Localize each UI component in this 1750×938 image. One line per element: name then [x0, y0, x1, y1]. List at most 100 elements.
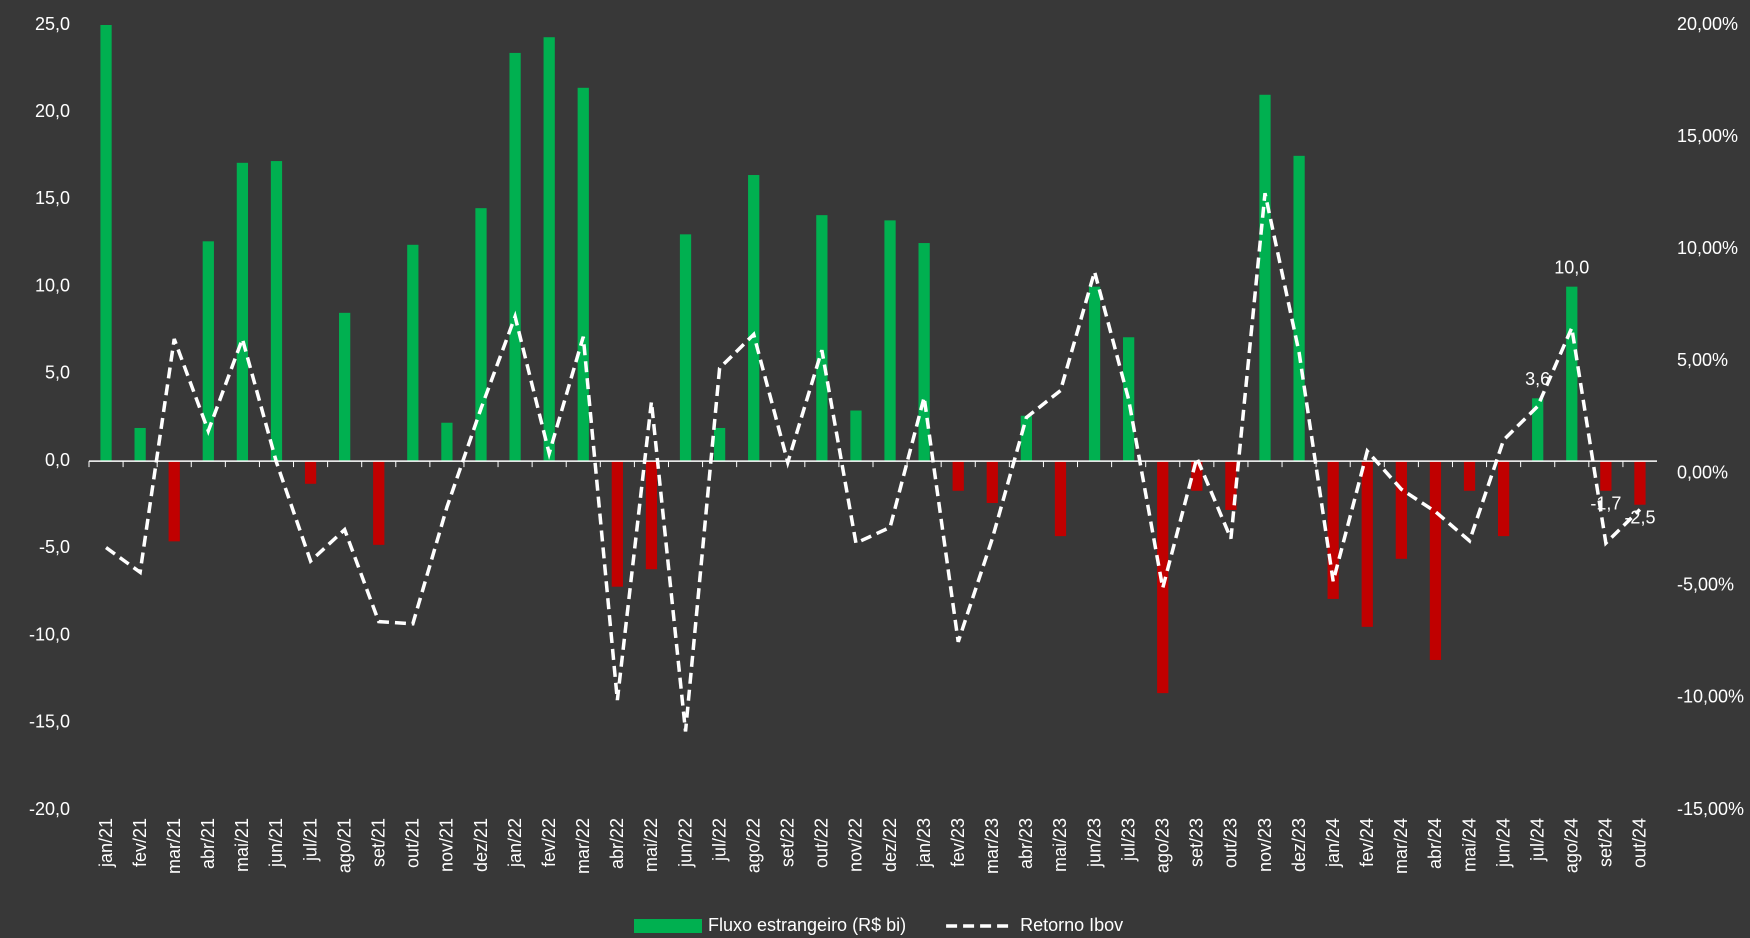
x-tick-label: ago/22: [743, 818, 763, 873]
x-tick-label: mai/21: [232, 818, 252, 872]
y-tick-label: 5,0: [45, 363, 70, 383]
bar: [100, 25, 112, 462]
y2-tick-label: 15,00%: [1677, 126, 1738, 146]
x-tick-label: jun/23: [1084, 818, 1104, 868]
bar: [339, 312, 351, 462]
bar: [952, 461, 964, 491]
x-tick-label: ago/21: [334, 818, 354, 873]
y2-tick-label: 5,00%: [1677, 350, 1728, 370]
x-tick-label: jan/22: [505, 818, 525, 868]
bar: [1497, 461, 1510, 537]
x-tick-label: dez/22: [880, 818, 900, 872]
bar: [1361, 461, 1373, 627]
y2-tick-label: 0,00%: [1677, 462, 1728, 482]
x-tick-label: abr/21: [198, 818, 218, 869]
x-tick-label: nov/23: [1255, 818, 1275, 872]
data-label: -2,5: [1624, 507, 1655, 527]
x-tick-label: jun/24: [1493, 818, 1513, 868]
x-tick-label: mai/22: [641, 818, 661, 872]
bar: [1088, 286, 1101, 462]
bar: [475, 208, 487, 462]
bar: [1634, 461, 1646, 505]
y2-tick-label: -5,00%: [1677, 574, 1734, 594]
y-tick-label: 20,0: [35, 101, 70, 121]
x-tick-label: set/24: [1596, 818, 1616, 867]
bar: [1191, 461, 1203, 491]
x-tick-label: jan/23: [914, 818, 934, 868]
x-tick-label: jul/24: [1527, 818, 1547, 862]
x-tick-label: dez/23: [1289, 818, 1309, 872]
y-tick-label: 0,0: [45, 450, 70, 470]
y-tick-label: -20,0: [29, 799, 70, 819]
bar: [168, 461, 180, 542]
legend-label: Fluxo estrangeiro (R$ bi): [708, 915, 906, 935]
data-label: 3,6: [1525, 369, 1550, 389]
bar: [884, 220, 896, 462]
x-tick-label: mai/23: [1050, 818, 1070, 872]
bar: [1157, 461, 1169, 694]
bar: [236, 162, 249, 462]
bar: [986, 461, 998, 503]
x-tick-label: fev/22: [539, 818, 559, 867]
data-label: 10,0: [1554, 257, 1589, 277]
bar: [1532, 398, 1544, 462]
bar: [850, 410, 862, 462]
bar: [611, 461, 623, 587]
bar: [645, 461, 658, 570]
bar: [407, 244, 419, 462]
x-tick-label: jun/21: [266, 818, 286, 868]
bar: [1566, 286, 1578, 462]
bar: [816, 215, 828, 462]
x-tick-label: jan/24: [1323, 818, 1343, 868]
x-tick-label: fev/21: [130, 818, 150, 867]
x-tick-label: jun/22: [675, 818, 695, 868]
bar: [1020, 415, 1033, 462]
bar: [373, 461, 385, 545]
bar: [509, 52, 521, 462]
legend-label: Retorno Ibov: [1020, 915, 1123, 935]
x-tick-label: nov/22: [846, 818, 866, 872]
x-tick-label: ago/23: [1152, 818, 1172, 873]
x-tick-label: set/21: [368, 818, 388, 867]
bar: [1293, 155, 1305, 462]
y2-tick-label: 20,00%: [1677, 14, 1738, 34]
x-tick-label: jan/21: [96, 818, 116, 868]
bar: [1463, 461, 1476, 491]
y-tick-label: -10,0: [29, 624, 70, 644]
data-label: -1,7: [1590, 494, 1621, 514]
bar: [713, 427, 726, 462]
bar: [1123, 337, 1135, 462]
bar: [134, 427, 146, 462]
x-tick-label: abr/24: [1425, 818, 1445, 869]
bar: [1429, 461, 1442, 660]
bar: [1259, 94, 1271, 462]
x-tick-label: out/24: [1630, 818, 1650, 868]
x-tick-label: mar/24: [1391, 818, 1411, 874]
legend-swatch: [634, 919, 702, 933]
bar: [1395, 461, 1407, 559]
bar: [304, 461, 317, 484]
x-tick-label: jul/23: [1118, 818, 1138, 862]
x-tick-label: mai/24: [1459, 818, 1479, 872]
x-tick-label: mar/23: [982, 818, 1002, 874]
y-tick-label: -15,0: [29, 712, 70, 732]
bar: [1225, 461, 1237, 510]
y-tick-label: 10,0: [35, 275, 70, 295]
x-tick-label: abr/22: [607, 818, 627, 869]
x-tick-label: abr/23: [1016, 818, 1036, 869]
x-tick-label: out/21: [403, 818, 423, 868]
x-tick-label: fev/24: [1357, 818, 1377, 867]
y2-tick-label: -10,00%: [1677, 687, 1744, 707]
bar: [679, 234, 692, 462]
x-tick-label: mar/22: [573, 818, 593, 874]
bar: [1054, 461, 1067, 537]
x-tick-label: jul/21: [300, 818, 320, 862]
x-tick-label: fev/23: [948, 818, 968, 867]
x-tick-label: jul/22: [709, 818, 729, 862]
y-tick-label: -5,0: [39, 537, 70, 557]
x-tick-label: out/22: [812, 818, 832, 868]
bar: [918, 243, 930, 462]
x-tick-label: ago/24: [1562, 818, 1582, 873]
bar: [1327, 461, 1339, 599]
